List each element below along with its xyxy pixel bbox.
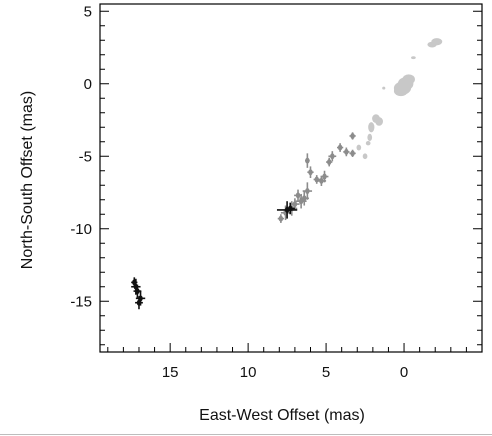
plot-frame bbox=[99, 3, 483, 353]
data-point bbox=[411, 56, 416, 60]
data-point bbox=[349, 149, 356, 157]
data-point bbox=[336, 143, 344, 152]
x-axis-title: East-West Offset (mas) bbox=[199, 407, 365, 424]
y-tick-label: 5 bbox=[84, 3, 92, 20]
data-point bbox=[313, 175, 320, 184]
data-point bbox=[365, 141, 371, 146]
data-point bbox=[328, 151, 337, 162]
x-tick-label: 10 bbox=[240, 364, 257, 381]
data-point bbox=[362, 153, 368, 160]
data-point bbox=[294, 189, 302, 202]
data-point bbox=[367, 133, 373, 142]
data-point bbox=[277, 214, 284, 223]
y-axis-ticks: 5 0 -5 -10 -15 bbox=[70, 3, 482, 346]
data-marks bbox=[131, 38, 443, 310]
x-tick-label: 15 bbox=[162, 364, 179, 381]
x-axis-ticks: 15 10 5 0 bbox=[107, 343, 467, 381]
y-tick-label: 0 bbox=[84, 76, 92, 93]
data-point bbox=[356, 144, 362, 151]
data-point bbox=[427, 41, 437, 48]
x-tick-label: 0 bbox=[400, 364, 408, 381]
data-point bbox=[349, 132, 356, 140]
y-tick-label: -5 bbox=[79, 148, 92, 165]
series-2 bbox=[131, 201, 298, 310]
y-axis-title: North-South Offset (mas) bbox=[19, 91, 36, 269]
data-point bbox=[285, 202, 295, 215]
data-point bbox=[368, 122, 375, 133]
data-point bbox=[372, 114, 380, 123]
data-point bbox=[307, 166, 314, 178]
data-point bbox=[343, 147, 350, 157]
y-tick-label: -10 bbox=[70, 221, 92, 238]
y-tick-label: -15 bbox=[70, 293, 92, 310]
data-point bbox=[305, 153, 310, 168]
data-point bbox=[382, 86, 386, 90]
data-point bbox=[326, 157, 333, 167]
data-point bbox=[393, 85, 408, 97]
x-tick-label: 5 bbox=[322, 364, 330, 381]
data-point bbox=[402, 74, 415, 85]
data-point bbox=[131, 277, 138, 288]
bottom-divider bbox=[0, 434, 492, 435]
data-point bbox=[135, 296, 143, 310]
series-0 bbox=[356, 38, 443, 160]
